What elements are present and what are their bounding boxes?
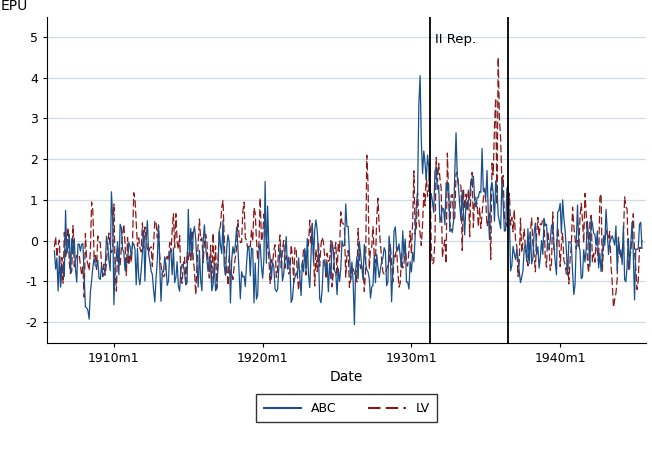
Line: LV: LV xyxy=(54,57,642,307)
Line: ABC: ABC xyxy=(54,76,642,325)
LV xyxy=(50,244,58,250)
ABC xyxy=(409,250,417,255)
ABC xyxy=(50,248,58,253)
ABC xyxy=(458,188,466,193)
LV xyxy=(408,251,415,257)
ABC xyxy=(416,73,424,79)
LV xyxy=(476,205,484,211)
ABC xyxy=(564,272,572,278)
LV xyxy=(93,266,100,272)
LV xyxy=(456,180,464,186)
ABC xyxy=(478,146,486,151)
ABC xyxy=(638,246,646,251)
LV xyxy=(638,237,646,243)
LV xyxy=(610,305,617,310)
ABC xyxy=(52,266,59,272)
LV xyxy=(52,234,59,239)
Legend: ABC, LV: ABC, LV xyxy=(256,394,437,422)
Text: II Rep.: II Rep. xyxy=(436,33,477,46)
Y-axis label: EPU: EPU xyxy=(1,0,27,13)
LV xyxy=(563,271,570,277)
X-axis label: Date: Date xyxy=(330,370,363,384)
ABC xyxy=(351,322,359,327)
ABC xyxy=(93,264,100,269)
LV xyxy=(494,54,502,60)
